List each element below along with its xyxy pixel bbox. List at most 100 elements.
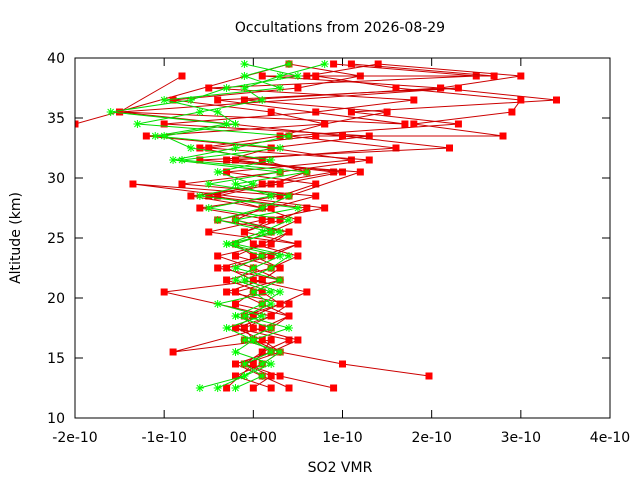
data-point-square [169,348,177,356]
data-point-square [205,144,213,152]
data-point-square [517,72,525,80]
data-point-square [276,132,284,140]
data-point-square [205,192,213,200]
data-point-star [222,84,231,92]
data-point-star [258,372,267,380]
data-point-square [232,300,239,308]
data-point-square [330,384,338,392]
data-point-square [258,336,266,344]
data-point-star [240,312,249,320]
data-point-square [223,264,231,272]
data-point-square [285,336,293,344]
data-point-star [231,180,240,188]
data-point-square [312,192,320,200]
data-point-square [276,180,284,188]
data-point-square [499,132,507,140]
data-point-square [267,204,275,212]
data-point-star [213,168,222,176]
data-point-star [106,108,115,116]
data-point-star [276,84,285,92]
data-point-star [285,132,293,140]
data-point-square [258,324,266,332]
data-point-square [285,300,293,308]
axis-ticks: -2e-10 -1e-10 0e+00 1e-10 2e-10 3e-10 4e-10 10 1… [47,51,630,446]
x-tick-label: 1e-10 [322,430,362,446]
data-point-square [312,108,320,116]
red-square-series [75,60,560,392]
y-tick-label: 10 [47,411,65,427]
y-tick-label: 30 [47,171,65,187]
data-point-star [249,336,258,344]
green-star-series [106,60,329,392]
data-point-square [240,228,248,236]
data-point-square [258,216,266,224]
data-point-square [178,72,186,80]
data-point-star [231,216,240,224]
data-point-star [285,60,293,68]
data-point-star [276,348,285,356]
plot-area [75,60,560,392]
data-point-star [249,288,258,296]
data-point-square [223,156,231,164]
data-point-star [195,108,204,116]
data-point-square [232,288,239,296]
data-point-star [213,216,222,224]
data-point-square [276,372,284,380]
data-point-square [267,312,275,320]
data-point-square [321,204,329,212]
data-point-star [160,132,169,140]
data-point-star [258,312,267,320]
data-point-star [276,144,285,152]
data-point-square [508,108,516,116]
y-tick-label: 15 [47,351,65,367]
data-point-square [240,96,248,104]
data-point-square [223,384,231,392]
data-point-square [303,204,311,212]
data-point-square [339,168,346,176]
data-point-square [232,360,239,368]
data-point-star [276,276,285,284]
data-point-star [267,192,276,200]
data-point-star [186,96,195,104]
data-point-square [249,240,257,248]
y-tick-label: 25 [47,231,65,247]
y-tick-label: 40 [47,51,65,67]
data-point-star [213,300,222,308]
data-point-square [169,96,177,104]
data-point-star [276,72,285,80]
x-axis-title: SO2 VMR [308,460,373,476]
data-point-square [232,252,239,260]
data-point-star [222,240,231,248]
data-point-star [249,264,258,272]
data-point-square [196,204,204,212]
data-point-square [347,60,355,68]
data-point-square [267,180,275,188]
data-point-square [142,132,150,140]
data-point-star [222,324,231,332]
data-point-square [276,216,284,224]
data-point-square [214,264,222,272]
data-point-square [116,108,124,116]
data-point-square [249,324,257,332]
data-point-star [267,288,276,296]
profile-line [162,63,298,389]
data-point-square [553,96,560,104]
data-point-square [258,156,266,164]
data-point-star [231,120,240,128]
series-layer [75,60,560,392]
data-point-star [258,300,267,308]
profile-line [119,75,459,389]
data-point-square [312,132,320,140]
data-point-square [214,252,222,260]
data-point-square [249,276,257,284]
data-point-star [276,228,285,236]
data-point-square [232,156,239,164]
data-point-square [446,144,453,152]
data-point-star [285,252,293,260]
data-point-star [160,96,169,104]
data-point-square [285,312,293,320]
data-point-square [437,84,445,92]
data-point-star [258,360,267,368]
data-point-square [356,168,364,176]
data-point-square [294,216,302,224]
